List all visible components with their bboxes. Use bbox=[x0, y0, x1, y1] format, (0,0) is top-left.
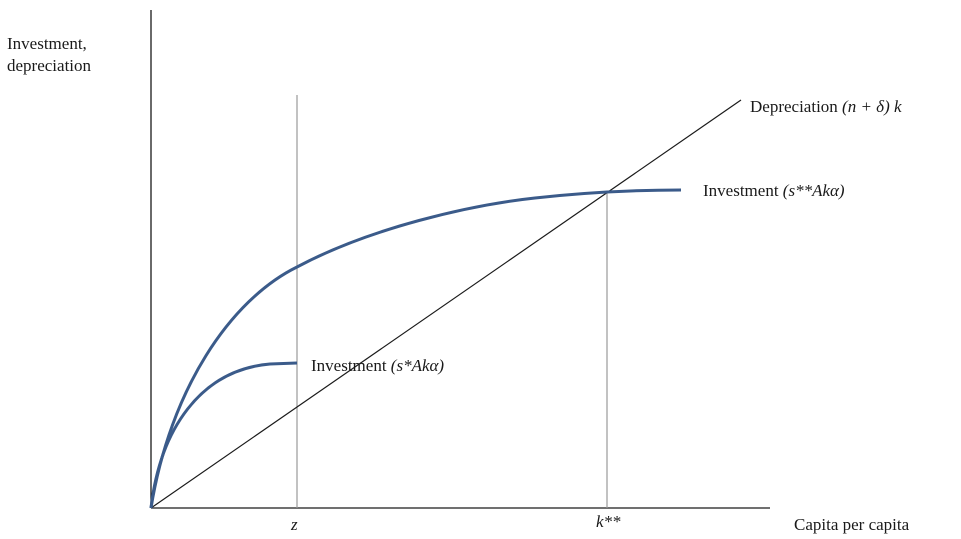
investment-low-label-text: Investment bbox=[311, 356, 387, 375]
investment-high-formula: (s**Akα) bbox=[782, 181, 845, 200]
investment-high-label: Investment (s**Akα) bbox=[703, 180, 845, 202]
investment-low-label: Investment (s*Akα) bbox=[311, 355, 444, 377]
investment-high-label-text: Investment bbox=[703, 181, 779, 200]
depreciation-label-text: Depreciation bbox=[750, 97, 838, 116]
investment-low-curve bbox=[149, 361, 298, 509]
y-axis-label-line2: depreciation bbox=[7, 56, 92, 75]
depreciation-formula: (n + δ) k bbox=[842, 97, 902, 116]
depreciation-label: Depreciation (n + δ) k bbox=[750, 96, 902, 118]
x-axis-label: Capita per capita bbox=[794, 515, 910, 534]
depreciation-line bbox=[150, 99, 742, 509]
investment-high-curve bbox=[149, 188, 682, 509]
investment-low-formula: (s*Akα) bbox=[390, 356, 445, 375]
tick-label-z: z bbox=[291, 515, 298, 534]
tick-label-k-star-star: k** bbox=[596, 512, 621, 531]
y-axis-label-line1: Investment, bbox=[7, 34, 87, 53]
y-axis-label: Investment, depreciation bbox=[7, 33, 91, 77]
